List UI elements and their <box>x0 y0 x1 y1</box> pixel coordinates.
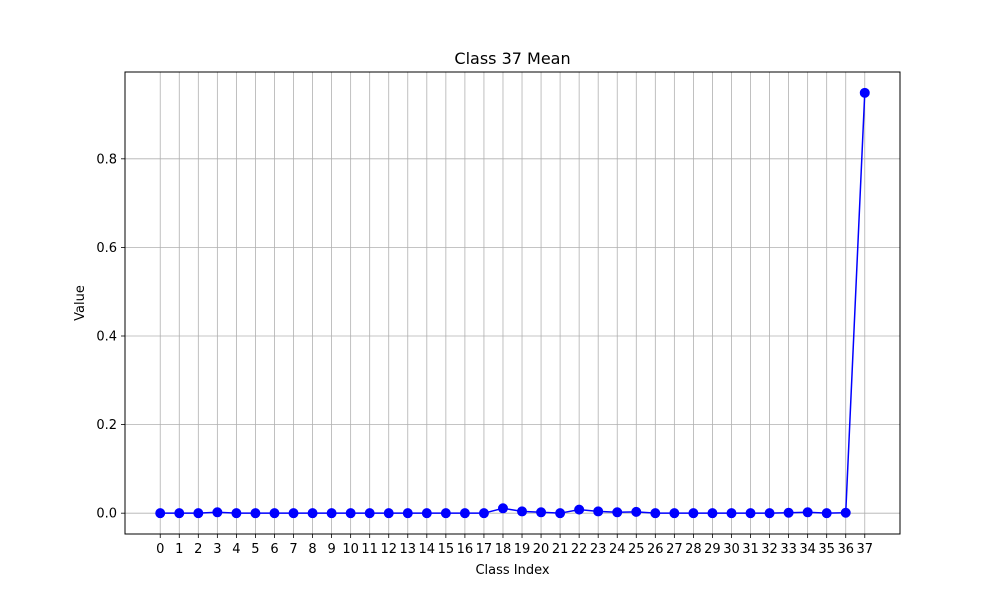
y-tick-label: 0.4 <box>96 330 117 345</box>
x-tick-label: 12 <box>380 542 397 557</box>
data-point <box>193 508 204 519</box>
chart-title: Class 37 Mean <box>454 49 570 68</box>
y-tick-label: 0.2 <box>96 418 117 433</box>
y-tick-label: 0.6 <box>96 241 117 256</box>
data-point <box>383 508 394 519</box>
x-tick-label: 30 <box>723 542 740 557</box>
x-tick-label: 8 <box>308 542 316 557</box>
data-point <box>421 508 432 519</box>
x-tick-label: 10 <box>342 542 359 557</box>
x-tick-label: 1 <box>175 542 183 557</box>
data-point <box>555 508 566 519</box>
data-point <box>612 507 623 518</box>
x-tick-label: 2 <box>194 542 202 557</box>
data-point <box>688 508 699 519</box>
x-tick-label: 24 <box>609 542 626 557</box>
x-tick-label: 31 <box>742 542 759 557</box>
y-axis-label: Value <box>73 285 88 321</box>
data-point <box>536 507 547 518</box>
y-tick-label: 0.0 <box>96 507 117 522</box>
data-point <box>631 506 642 517</box>
data-point <box>764 508 775 519</box>
x-tick-label: 17 <box>476 542 493 557</box>
x-tick-label: 7 <box>289 542 297 557</box>
x-axis-label: Class Index <box>475 563 549 578</box>
x-tick-label: 0 <box>156 542 164 557</box>
x-tick-label: 26 <box>647 542 664 557</box>
data-point <box>459 508 470 519</box>
x-tick-label: 29 <box>704 542 721 557</box>
data-point <box>345 508 356 519</box>
data-point <box>288 508 299 519</box>
x-tick-label: 5 <box>251 542 259 557</box>
data-point <box>250 508 261 519</box>
data-point <box>326 508 337 519</box>
data-point <box>745 508 756 519</box>
grid-lines <box>125 72 900 534</box>
x-tick-label: 25 <box>628 542 645 557</box>
data-point <box>783 507 794 518</box>
x-tick-label: 22 <box>571 542 588 557</box>
data-point <box>574 504 585 515</box>
data-point <box>650 508 661 519</box>
x-tick-label: 11 <box>361 542 378 557</box>
x-tick-label: 9 <box>327 542 335 557</box>
x-tick-label: 37 <box>856 542 873 557</box>
data-point <box>478 508 489 519</box>
x-tick-label: 3 <box>213 542 221 557</box>
x-tick-label: 28 <box>685 542 702 557</box>
data-point <box>859 87 870 98</box>
data-point <box>593 506 604 517</box>
data-point <box>707 508 718 519</box>
series-layer <box>155 87 870 519</box>
data-point <box>269 508 280 519</box>
plot-area-frame <box>124 71 901 535</box>
data-point <box>155 508 166 519</box>
data-point <box>821 508 832 519</box>
x-tick-label: 21 <box>552 542 569 557</box>
x-tick-label: 36 <box>837 542 854 557</box>
data-point <box>517 506 528 517</box>
y-axis-ticks: 0.0 0.2 0.4 0.6 0.8 <box>96 152 125 522</box>
data-point <box>212 507 223 518</box>
x-tick-label: 15 <box>438 542 455 557</box>
x-tick-label: 34 <box>799 542 816 557</box>
x-tick-label: 13 <box>399 542 416 557</box>
y-tick-label: 0.8 <box>96 152 117 167</box>
x-tick-label: 32 <box>761 542 778 557</box>
x-tick-label: 20 <box>533 542 550 557</box>
x-tick-label: 4 <box>232 542 240 557</box>
data-point <box>402 508 413 519</box>
x-tick-label: 35 <box>818 542 835 557</box>
data-point <box>840 507 851 518</box>
data-point <box>497 503 508 514</box>
x-tick-label: 16 <box>457 542 474 557</box>
data-point <box>669 508 680 519</box>
x-tick-label: 18 <box>495 542 512 557</box>
data-point <box>231 508 242 519</box>
x-tick-label: 23 <box>590 542 607 557</box>
data-point <box>726 508 737 519</box>
data-point <box>440 508 451 519</box>
data-point <box>364 508 375 519</box>
data-point <box>174 508 185 519</box>
data-point <box>307 508 318 519</box>
x-tick-label: 6 <box>270 542 278 557</box>
x-tick-label: 14 <box>419 542 436 557</box>
data-point <box>802 507 813 518</box>
x-tick-label: 33 <box>780 542 797 557</box>
x-axis-ticks: 0 1 2 3 4 5 6 7 8 9 10 11 12 13 14 15 16 17 18 19 20 21 22 23 24… <box>156 534 873 557</box>
x-tick-label: 27 <box>666 542 683 557</box>
x-tick-label: 19 <box>514 542 531 557</box>
